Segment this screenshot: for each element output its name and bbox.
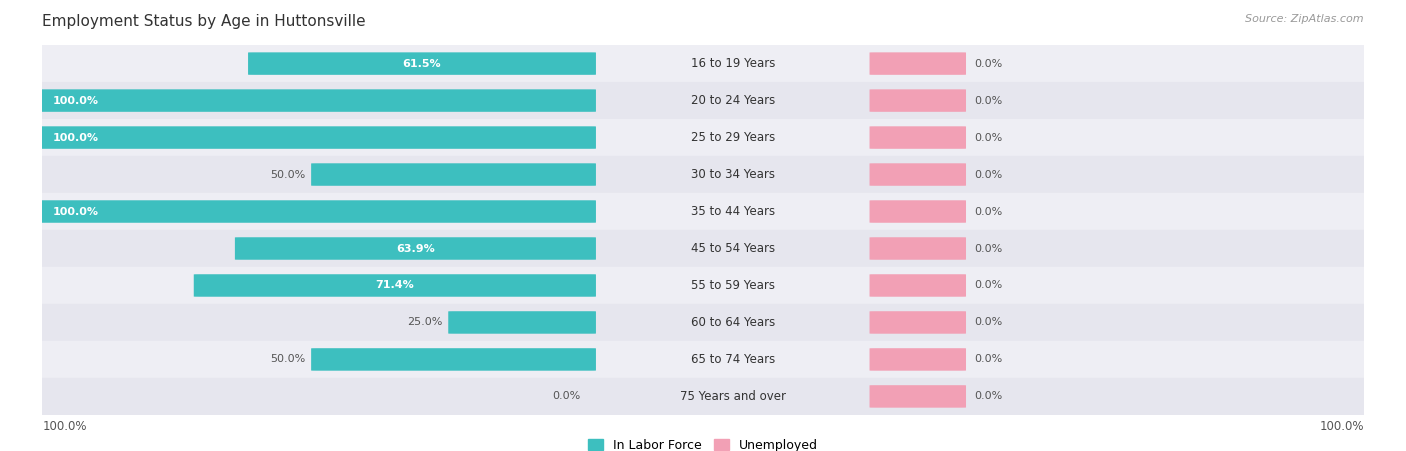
Text: 0.0%: 0.0% [974,391,1002,401]
FancyBboxPatch shape [35,82,1371,119]
Text: 65 to 74 Years: 65 to 74 Years [690,353,775,366]
Text: 60 to 64 Years: 60 to 64 Years [690,316,775,329]
Text: 0.0%: 0.0% [974,318,1002,327]
FancyBboxPatch shape [869,163,966,186]
FancyBboxPatch shape [869,385,966,408]
Text: Employment Status by Age in Huttonsville: Employment Status by Age in Huttonsville [42,14,366,28]
Text: 50.0%: 50.0% [270,170,307,179]
FancyBboxPatch shape [37,89,596,112]
Text: 61.5%: 61.5% [402,59,441,69]
Text: 100.0%: 100.0% [53,207,98,216]
Text: 45 to 54 Years: 45 to 54 Years [690,242,775,255]
FancyBboxPatch shape [37,200,596,223]
Text: 0.0%: 0.0% [551,391,581,401]
Text: 100.0%: 100.0% [1319,420,1364,433]
Text: 0.0%: 0.0% [974,244,1002,253]
Text: 25 to 29 Years: 25 to 29 Years [690,131,775,144]
FancyBboxPatch shape [247,52,596,75]
FancyBboxPatch shape [35,378,1371,415]
FancyBboxPatch shape [869,348,966,371]
Text: 0.0%: 0.0% [974,354,1002,364]
Text: 0.0%: 0.0% [974,281,1002,290]
FancyBboxPatch shape [35,45,1371,82]
Legend: In Labor Force, Unemployed: In Labor Force, Unemployed [583,434,823,451]
FancyBboxPatch shape [311,163,596,186]
FancyBboxPatch shape [869,200,966,223]
Text: 20 to 24 Years: 20 to 24 Years [690,94,775,107]
FancyBboxPatch shape [194,274,596,297]
FancyBboxPatch shape [35,156,1371,193]
Text: 100.0%: 100.0% [53,133,98,143]
FancyBboxPatch shape [35,341,1371,378]
FancyBboxPatch shape [869,274,966,297]
Text: 16 to 19 Years: 16 to 19 Years [690,57,775,70]
FancyBboxPatch shape [35,304,1371,341]
FancyBboxPatch shape [869,126,966,149]
FancyBboxPatch shape [869,52,966,75]
FancyBboxPatch shape [869,311,966,334]
FancyBboxPatch shape [35,267,1371,304]
FancyBboxPatch shape [235,237,596,260]
Text: 55 to 59 Years: 55 to 59 Years [690,279,775,292]
Text: 71.4%: 71.4% [375,281,415,290]
Text: 0.0%: 0.0% [974,96,1002,106]
Text: 0.0%: 0.0% [974,170,1002,179]
Text: 30 to 34 Years: 30 to 34 Years [690,168,775,181]
Text: 100.0%: 100.0% [42,420,87,433]
Text: 25.0%: 25.0% [408,318,443,327]
Text: 50.0%: 50.0% [270,354,307,364]
Text: 0.0%: 0.0% [974,133,1002,143]
Text: 35 to 44 Years: 35 to 44 Years [690,205,775,218]
Text: 75 Years and over: 75 Years and over [679,390,786,403]
FancyBboxPatch shape [35,119,1371,156]
Text: 100.0%: 100.0% [53,96,98,106]
Text: 0.0%: 0.0% [974,59,1002,69]
FancyBboxPatch shape [449,311,596,334]
FancyBboxPatch shape [35,230,1371,267]
FancyBboxPatch shape [35,193,1371,230]
Text: 0.0%: 0.0% [974,207,1002,216]
FancyBboxPatch shape [869,89,966,112]
FancyBboxPatch shape [869,237,966,260]
Text: 63.9%: 63.9% [396,244,434,253]
FancyBboxPatch shape [37,126,596,149]
FancyBboxPatch shape [311,348,596,371]
Text: Source: ZipAtlas.com: Source: ZipAtlas.com [1246,14,1364,23]
